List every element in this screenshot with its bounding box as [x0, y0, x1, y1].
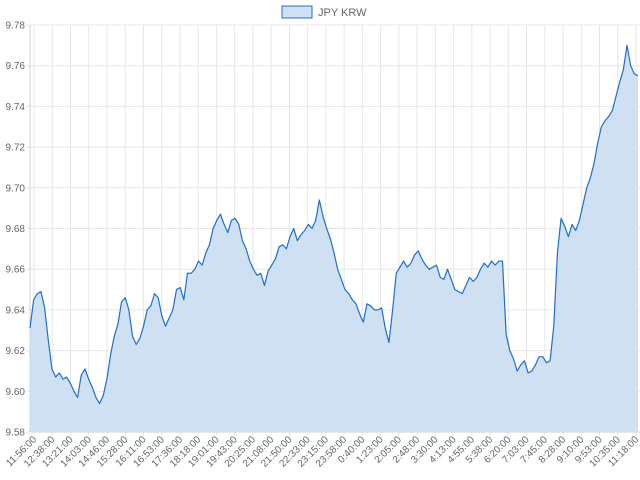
y-tick-label: 9.78: [6, 21, 26, 32]
y-tick-label: 9.76: [6, 61, 26, 72]
x-axis: 11:56:0012:38:0013:21:0014:03:0014:46:00…: [4, 431, 640, 470]
y-tick-label: 9.66: [6, 265, 26, 276]
series-line-jpy-krw: [29, 44, 639, 405]
plot-area: [29, 44, 639, 432]
y-tick-label: 9.60: [6, 387, 26, 398]
y-tick-label: 9.70: [6, 183, 26, 194]
y-tick-label: 9.64: [6, 305, 26, 316]
chart-legend[interactable]: JPY KRW: [281, 5, 367, 19]
y-tick-label: 9.58: [6, 428, 26, 439]
y-axis: 9.58 9.60 9.62 9.64 9.66 9.68 9.70 9.72 9.74 9.76…: [6, 21, 31, 439]
y-tick-label: 9.68: [6, 224, 26, 235]
legend-swatch-jpy-krw: [281, 5, 313, 19]
y-tick-label: 9.62: [6, 346, 26, 357]
legend-label-jpy-krw: JPY KRW: [318, 7, 367, 19]
y-tick-label: 9.74: [6, 102, 26, 113]
series-area-jpy-krw: [30, 45, 638, 432]
y-tick-label: 9.72: [6, 143, 26, 154]
